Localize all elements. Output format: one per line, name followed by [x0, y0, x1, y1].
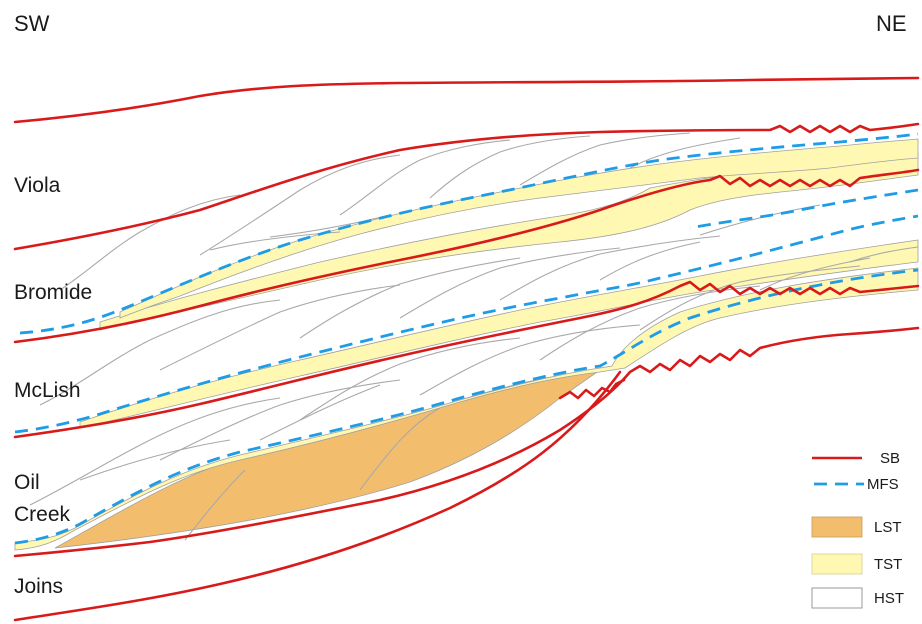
legend-sb-label: SB [880, 450, 900, 467]
unit-label-viola: Viola [14, 174, 61, 197]
direction-label-ne: NE [876, 11, 907, 36]
sb-line-viola-base [13, 122, 920, 251]
legend-hst-label: HST [874, 590, 904, 607]
legend-tst-swatch [811, 553, 863, 575]
mfs-line-oil-creek [689, 188, 919, 230]
sb-line-bromide-base [13, 168, 920, 344]
sb-line-lst-cap [558, 378, 626, 400]
sb-line-mclish-base [13, 280, 920, 439]
lst-clinoform [359, 407, 441, 491]
legend-lst-label: LST [874, 519, 902, 536]
mfs-line-bromide [14, 214, 919, 434]
legend-mfs-label: MFS [867, 476, 899, 493]
unit-label-mclish: McLish [14, 379, 81, 402]
lst-clinoform [184, 469, 246, 541]
unit-label-joins: Joins [14, 575, 63, 598]
mfs-line-mclish [14, 268, 919, 545]
legend-hst-swatch [811, 587, 863, 609]
unit-label-bromide: Bromide [14, 281, 92, 304]
sb-line-oil-creek-base [13, 326, 920, 558]
legend-tst-label: TST [874, 556, 902, 573]
tst-ribbon-oil-creek [14, 267, 919, 551]
legend: SB MFS LST TST HST [811, 450, 904, 609]
tst-ribbon-bromide [99, 151, 919, 331]
lst-wedge-oil-creek [54, 369, 602, 549]
direction-label-sw: SW [14, 11, 50, 36]
mfs-line-viola [19, 132, 919, 335]
hst-clinoforms [29, 132, 919, 506]
unit-label-creek: Creek [14, 503, 71, 526]
sb-line-joins [13, 370, 622, 622]
tst-ribbon-mclish [79, 239, 919, 429]
sb-line-top [13, 76, 920, 124]
legend-lst-swatch [811, 516, 863, 538]
unit-label-oil: Oil [14, 471, 40, 494]
